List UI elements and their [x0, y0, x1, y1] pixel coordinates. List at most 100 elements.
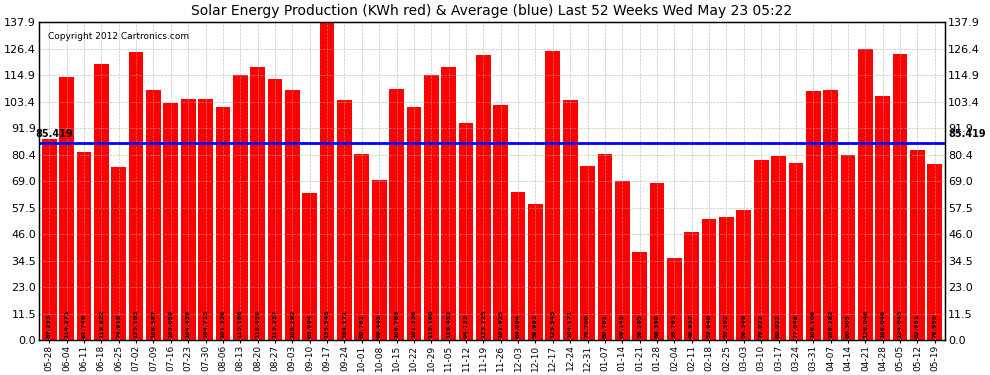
Text: 108.783: 108.783 — [394, 310, 399, 338]
Bar — [216, 106, 231, 340]
Text: 69.145: 69.145 — [620, 314, 625, 338]
Text: 101.336: 101.336 — [221, 310, 226, 338]
Text: 113.237: 113.237 — [272, 309, 277, 338]
Text: 80.022: 80.022 — [776, 314, 781, 338]
Text: 81.749: 81.749 — [81, 314, 86, 338]
Bar — [562, 100, 577, 340]
Bar — [320, 0, 335, 340]
Text: 75.700: 75.700 — [585, 314, 590, 338]
Text: 64.094: 64.094 — [516, 314, 521, 338]
Bar — [841, 155, 855, 340]
Text: 101.925: 101.925 — [498, 310, 503, 338]
Bar — [337, 100, 351, 340]
Bar — [354, 154, 369, 340]
Bar — [476, 55, 491, 340]
Bar — [824, 90, 839, 340]
Bar — [267, 79, 282, 340]
Bar — [233, 75, 248, 340]
Text: 108.587: 108.587 — [150, 310, 156, 338]
Bar — [424, 75, 439, 340]
Text: 119.822: 119.822 — [99, 309, 104, 338]
Text: 69.445: 69.445 — [376, 314, 382, 338]
Bar — [511, 192, 526, 340]
Bar — [789, 163, 803, 340]
Bar — [42, 139, 56, 340]
Text: 104.171: 104.171 — [567, 310, 572, 338]
Text: 82.651: 82.651 — [915, 314, 920, 338]
Text: 114.271: 114.271 — [64, 309, 69, 338]
Text: 118.459: 118.459 — [255, 309, 260, 338]
Bar — [493, 105, 508, 340]
Text: 56.349: 56.349 — [742, 314, 746, 338]
Text: 125.545: 125.545 — [550, 309, 555, 338]
Bar — [285, 90, 300, 340]
Text: 35.761: 35.761 — [672, 314, 677, 338]
Text: 76.555: 76.555 — [933, 314, 938, 338]
Text: 106.046: 106.046 — [880, 310, 885, 338]
Bar — [667, 258, 682, 340]
Text: 108.292: 108.292 — [290, 310, 295, 338]
Text: 80.781: 80.781 — [359, 314, 364, 338]
Text: 123.725: 123.725 — [481, 309, 486, 338]
Text: 155.545: 155.545 — [325, 309, 330, 338]
Bar — [198, 99, 213, 340]
Bar — [771, 156, 786, 340]
Bar — [407, 106, 422, 340]
Bar — [806, 91, 821, 340]
Text: 46.937: 46.937 — [689, 314, 694, 338]
Bar — [372, 180, 386, 340]
Bar — [649, 183, 664, 340]
Bar — [910, 150, 925, 340]
Bar — [250, 67, 265, 341]
Bar — [702, 219, 717, 340]
Bar — [59, 76, 74, 340]
Text: 53.502: 53.502 — [724, 314, 729, 338]
Bar — [719, 217, 734, 340]
Text: 125.103: 125.103 — [134, 310, 139, 338]
Bar — [598, 154, 612, 340]
Text: 77.046: 77.046 — [793, 314, 798, 338]
Bar — [458, 123, 473, 340]
Bar — [615, 181, 630, 340]
Text: 68.360: 68.360 — [654, 314, 659, 338]
Text: 104.171: 104.171 — [342, 310, 346, 338]
Bar — [389, 89, 404, 340]
Text: 126.046: 126.046 — [863, 310, 868, 338]
Text: 104.715: 104.715 — [203, 310, 208, 338]
Bar — [442, 67, 456, 341]
Bar — [545, 51, 560, 340]
Text: 118.452: 118.452 — [446, 309, 451, 338]
Bar — [181, 99, 196, 340]
Text: 85.419: 85.419 — [36, 129, 73, 139]
Bar — [528, 204, 543, 340]
Bar — [737, 210, 751, 340]
Bar — [76, 152, 91, 340]
Bar — [129, 52, 144, 340]
Text: 63.994: 63.994 — [307, 314, 312, 338]
Bar — [580, 166, 595, 340]
Text: 94.133: 94.133 — [463, 314, 468, 338]
Text: 124.043: 124.043 — [898, 310, 903, 338]
Text: 101.336: 101.336 — [412, 310, 417, 338]
Text: 87.233: 87.233 — [47, 314, 51, 338]
Text: 104.439: 104.439 — [186, 310, 191, 338]
Text: 38.285: 38.285 — [638, 314, 643, 338]
Text: Copyright 2012 Cartronics.com: Copyright 2012 Cartronics.com — [48, 32, 189, 40]
Text: 115.180: 115.180 — [429, 310, 434, 338]
Text: 80.781: 80.781 — [603, 314, 608, 338]
Bar — [753, 160, 768, 340]
Bar — [633, 252, 647, 340]
Title: Solar Energy Production (KWh red) & Average (blue) Last 52 Weeks Wed May 23 05:2: Solar Energy Production (KWh red) & Aver… — [191, 4, 793, 18]
Text: 103.059: 103.059 — [168, 310, 173, 338]
Bar — [111, 168, 126, 340]
Text: 52.640: 52.640 — [707, 314, 712, 338]
Bar — [302, 193, 317, 340]
Text: 80.305: 80.305 — [845, 314, 850, 338]
Text: 85.419: 85.419 — [948, 129, 986, 139]
Text: 78.022: 78.022 — [758, 314, 763, 338]
Bar — [684, 232, 699, 340]
Text: 108.106: 108.106 — [811, 310, 816, 338]
Text: 108.282: 108.282 — [829, 310, 834, 338]
Text: 58.981: 58.981 — [533, 314, 538, 338]
Text: 74.918: 74.918 — [116, 314, 121, 338]
